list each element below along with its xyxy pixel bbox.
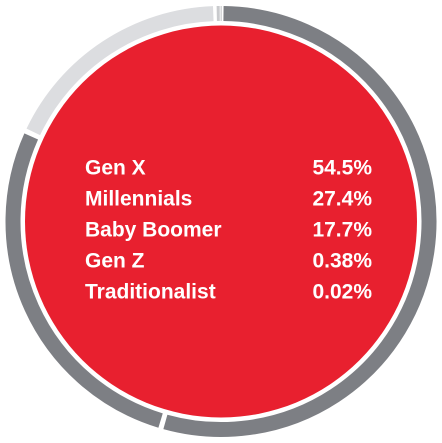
ring-segment	[163, 6, 437, 437]
value-label: 17.7%	[312, 219, 372, 242]
legend-label: Gen X	[85, 157, 146, 180]
legend-label: Baby Boomer	[85, 219, 222, 242]
legend-label: Gen Z	[85, 250, 145, 273]
ring-segment	[26, 6, 214, 136]
ring	[5, 5, 437, 437]
value-label: 54.5%	[312, 157, 372, 180]
legend: Gen X 54.5% Millennials 27.4% Baby Boomer 17.…	[85, 157, 372, 304]
value-label: 0.02%	[312, 281, 372, 304]
value-label: 27.4%	[312, 188, 372, 211]
center-disc	[25, 25, 417, 418]
legend-label: Traditionalist	[85, 281, 216, 304]
ring-segment	[5, 133, 163, 428]
value-label: 0.38%	[312, 250, 372, 273]
legend-label: Millennials	[85, 188, 192, 211]
